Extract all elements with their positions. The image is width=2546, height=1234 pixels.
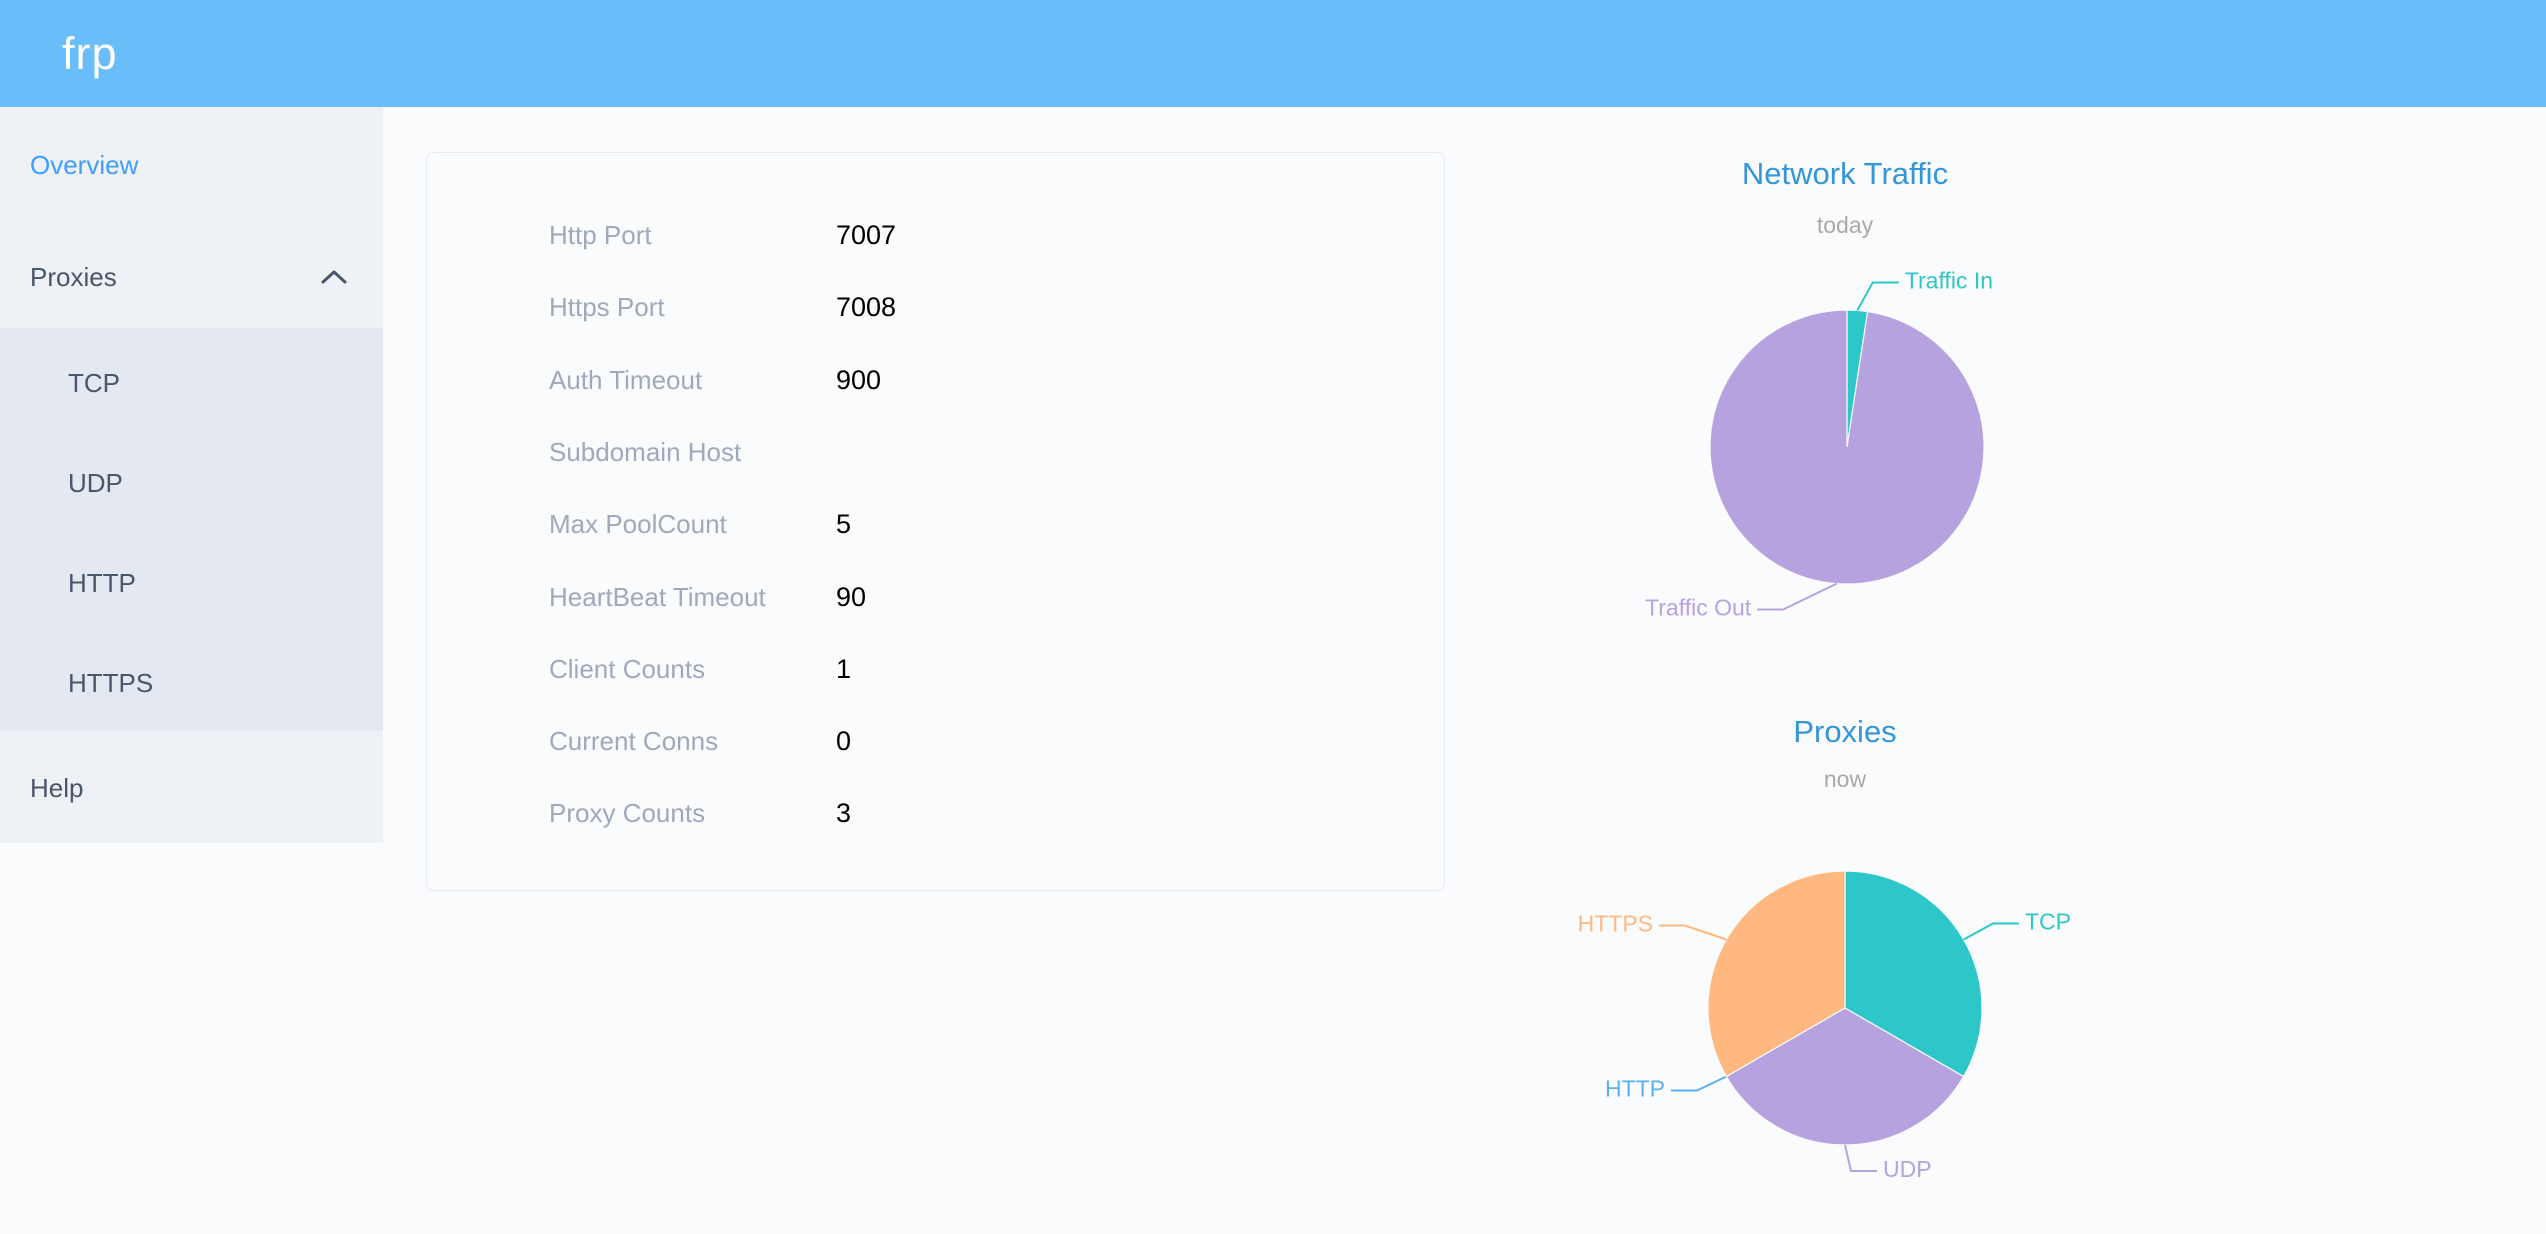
sidebar-item-overview[interactable]: Overview [30, 150, 139, 180]
config-label: Max PoolCount [549, 509, 727, 540]
sidebar-item-tcp[interactable]: TCP [68, 368, 120, 398]
pie-label-line-traffic-out [1757, 582, 1838, 611]
config-label: Https Port [549, 292, 665, 323]
config-label: Http Port [549, 220, 652, 250]
config-label: Subdomain Host [549, 436, 742, 467]
config-value: 0 [836, 726, 852, 757]
config-label: Current Conns [549, 726, 719, 757]
config-label: Auth Timeout [549, 364, 703, 395]
config-value: 7007 [836, 220, 897, 250]
config-row: Proxy Counts 3 [427, 793, 1446, 833]
pie-label-line-https [1659, 924, 1727, 941]
pie-label-traffic-out: Traffic Out [1645, 595, 1752, 621]
pie-label-line-tcp [1963, 922, 2019, 941]
pie-label-line-traffic-in [1856, 281, 1899, 311]
network-traffic-pie-chart[interactable]: Traffic In Traffic Out [1500, 250, 2200, 650]
sidebar-item-https[interactable]: HTTPS [68, 668, 154, 698]
proxies-pie-chart[interactable]: TCP UDP HTTP HTTPS [1500, 850, 2200, 1234]
config-row: HeartBeat Timeout 90 [427, 577, 1446, 617]
proxies-chart-subtitle: now [1823, 766, 1867, 792]
pie-slice-tcp[interactable] [1844, 870, 1983, 1078]
pie-label-tcp: TCP [2025, 909, 2071, 935]
pie-label-line-http [1671, 1075, 1727, 1092]
config-value: 1 [836, 653, 852, 684]
app-logo: frp [62, 28, 118, 79]
config-value: 5 [836, 509, 852, 540]
config-row: Current Conns 0 [427, 721, 1446, 761]
config-row: Http Port 7007 [427, 215, 1446, 255]
pie-label-line-udp [1844, 1144, 1877, 1172]
config-row: Subdomain Host [427, 432, 1446, 472]
network-traffic-chart-subtitle: today [1816, 212, 1874, 238]
config-value: 3 [836, 798, 852, 829]
sidebar-item-proxies-label: Proxies [30, 262, 117, 292]
pie-label-traffic-in: Traffic In [1905, 268, 1993, 294]
config-value: 7008 [836, 292, 897, 323]
proxies-chart-title: Proxies [1793, 714, 1897, 749]
config-label: Client Counts [549, 653, 706, 684]
config-value: 900 [836, 364, 882, 395]
pie-label-http: HTTP [1605, 1076, 1665, 1102]
config-row: Max PoolCount 5 [427, 504, 1446, 544]
sidebar-item-udp[interactable]: UDP [68, 468, 123, 498]
sidebar-item-help[interactable]: Help [30, 773, 84, 803]
sidebar: Overview Proxies TCP UDP HTTP HTTPS Help [0, 107, 383, 843]
pie-slice-traffic-out[interactable] [1709, 309, 1985, 585]
app-header: frp [0, 0, 2546, 107]
pie-slice-https[interactable] [1707, 870, 1846, 1078]
sidebar-item-http[interactable]: HTTP [68, 568, 136, 598]
pie-slice-udp[interactable] [1725, 1007, 1965, 1146]
pie-label-udp: UDP [1883, 1156, 1932, 1182]
sidebar-submenu [0, 328, 383, 731]
config-label: HeartBeat Timeout [549, 581, 766, 612]
network-traffic-chart-title: Network Traffic [1741, 156, 1949, 191]
config-row: Auth Timeout 900 [427, 360, 1446, 400]
config-label: Proxy Counts [549, 798, 706, 829]
pie-label-https: HTTPS [1578, 911, 1653, 937]
server-info-card: Http Port 7007 Https Port 7008 Auth Timeout 9… [426, 152, 1445, 891]
config-row: Client Counts 1 [427, 649, 1446, 689]
config-row: Https Port 7008 [427, 287, 1446, 327]
chevron-up-icon [321, 270, 347, 284]
config-value: 90 [836, 581, 867, 612]
sidebar-item-proxies[interactable]: Proxies [0, 257, 383, 297]
